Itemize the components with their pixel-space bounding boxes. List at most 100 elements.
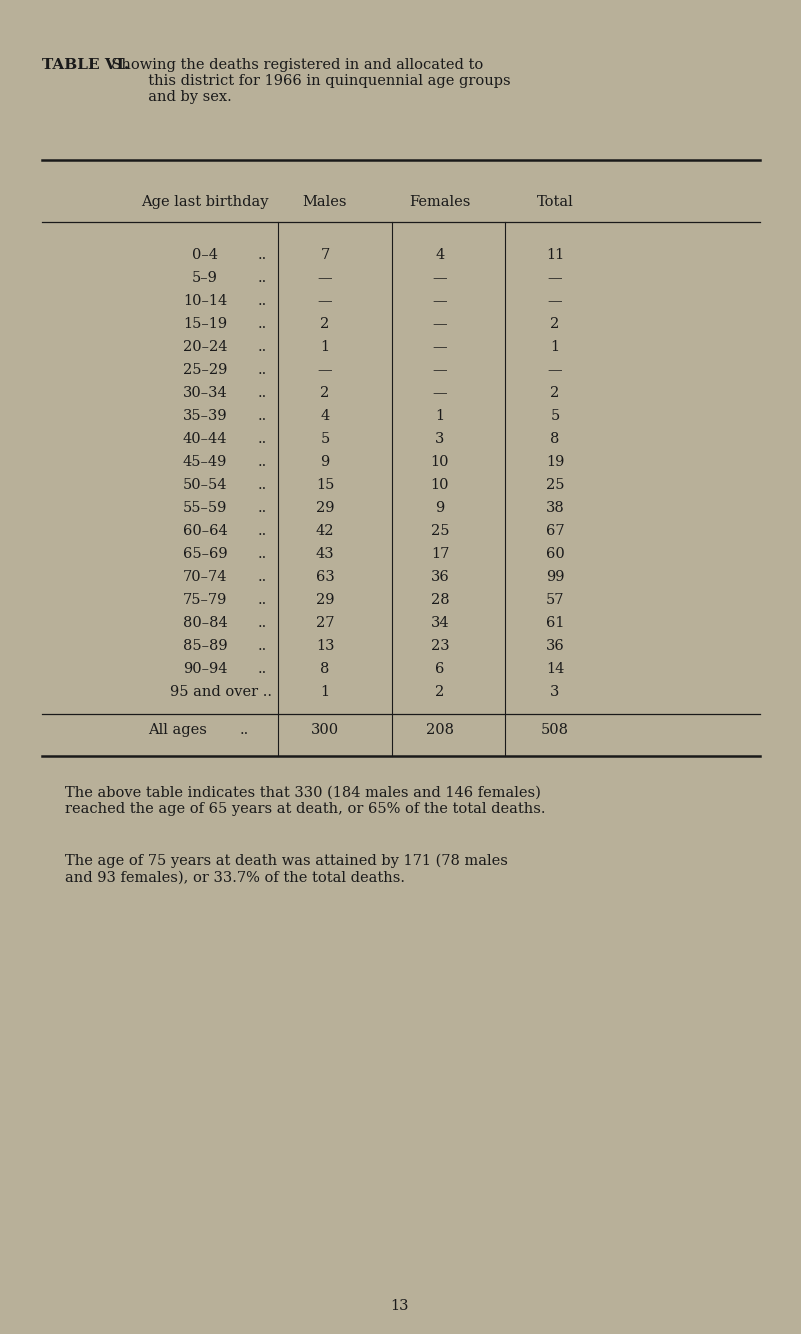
Text: 29: 29 xyxy=(316,594,334,607)
Text: Showing the deaths registered in and allocated to
          this district for 19: Showing the deaths registered in and all… xyxy=(102,57,510,104)
Text: —: — xyxy=(318,271,332,285)
Text: ..: .. xyxy=(258,248,268,261)
Text: 75–79: 75–79 xyxy=(183,594,227,607)
Text: 25–29: 25–29 xyxy=(183,363,227,378)
Text: ..: .. xyxy=(258,662,268,676)
Text: 95 and over ..: 95 and over .. xyxy=(170,684,272,699)
Text: 30–34: 30–34 xyxy=(183,386,227,400)
Text: Males: Males xyxy=(303,195,348,209)
Text: 34: 34 xyxy=(431,616,449,630)
Text: 3: 3 xyxy=(550,684,560,699)
Text: ..: .. xyxy=(258,502,268,515)
Text: 8: 8 xyxy=(320,662,330,676)
Text: 1: 1 xyxy=(436,410,445,423)
Text: 7: 7 xyxy=(320,248,330,261)
Text: 10: 10 xyxy=(431,455,449,470)
Text: 38: 38 xyxy=(545,502,565,515)
Text: 25: 25 xyxy=(545,478,564,492)
Text: 508: 508 xyxy=(541,723,569,736)
Text: 2: 2 xyxy=(550,386,560,400)
Text: 29: 29 xyxy=(316,502,334,515)
Text: ..: .. xyxy=(258,363,268,378)
Text: TABLE VI.: TABLE VI. xyxy=(42,57,129,72)
Text: 67: 67 xyxy=(545,524,565,538)
Text: 1: 1 xyxy=(320,340,329,354)
Text: 13: 13 xyxy=(316,639,334,654)
Text: 35–39: 35–39 xyxy=(183,410,227,423)
Text: 15: 15 xyxy=(316,478,334,492)
Text: 17: 17 xyxy=(431,547,449,562)
Text: 11: 11 xyxy=(545,248,564,261)
Text: 65–69: 65–69 xyxy=(183,547,227,562)
Text: 50–54: 50–54 xyxy=(183,478,227,492)
Text: ..: .. xyxy=(258,271,268,285)
Text: 57: 57 xyxy=(545,594,564,607)
Text: 85–89: 85–89 xyxy=(183,639,227,654)
Text: —: — xyxy=(318,363,332,378)
Text: 5: 5 xyxy=(320,432,330,446)
Text: 42: 42 xyxy=(316,524,334,538)
Text: ..: .. xyxy=(258,478,268,492)
Text: —: — xyxy=(548,363,562,378)
Text: 14: 14 xyxy=(545,662,564,676)
Text: 13: 13 xyxy=(391,1299,409,1313)
Text: 60–64: 60–64 xyxy=(183,524,227,538)
Text: —: — xyxy=(318,293,332,308)
Text: —: — xyxy=(548,271,562,285)
Text: 6: 6 xyxy=(435,662,445,676)
Text: 70–74: 70–74 xyxy=(183,570,227,584)
Text: All ages: All ages xyxy=(148,723,207,736)
Text: 61: 61 xyxy=(545,616,564,630)
Text: 10–14: 10–14 xyxy=(183,293,227,308)
Text: —: — xyxy=(548,293,562,308)
Text: 2: 2 xyxy=(320,386,330,400)
Text: —: — xyxy=(433,386,447,400)
Text: —: — xyxy=(433,271,447,285)
Text: 2: 2 xyxy=(550,317,560,331)
Text: 9: 9 xyxy=(436,502,445,515)
Text: 2: 2 xyxy=(320,317,330,331)
Text: 15–19: 15–19 xyxy=(183,317,227,331)
Text: 63: 63 xyxy=(316,570,334,584)
Text: The age of 75 years at death was attained by 171 (78 males
and 93 females), or 3: The age of 75 years at death was attaine… xyxy=(65,854,508,884)
Text: —: — xyxy=(433,317,447,331)
Text: 3: 3 xyxy=(435,432,445,446)
Text: ..: .. xyxy=(258,340,268,354)
Text: ..: .. xyxy=(258,639,268,654)
Text: 9: 9 xyxy=(320,455,330,470)
Text: Females: Females xyxy=(409,195,471,209)
Text: —: — xyxy=(433,363,447,378)
Text: ..: .. xyxy=(258,410,268,423)
Text: ..: .. xyxy=(240,723,249,736)
Text: Age last birthday: Age last birthday xyxy=(141,195,269,209)
Text: 90–94: 90–94 xyxy=(183,662,227,676)
Text: 8: 8 xyxy=(550,432,560,446)
Text: 45–49: 45–49 xyxy=(183,455,227,470)
Text: 300: 300 xyxy=(311,723,339,736)
Text: 43: 43 xyxy=(316,547,334,562)
Text: ..: .. xyxy=(258,524,268,538)
Text: 55–59: 55–59 xyxy=(183,502,227,515)
Text: ..: .. xyxy=(258,616,268,630)
Text: 28: 28 xyxy=(431,594,449,607)
Text: 1: 1 xyxy=(550,340,560,354)
Text: 80–84: 80–84 xyxy=(183,616,227,630)
Text: 208: 208 xyxy=(426,723,454,736)
Text: —: — xyxy=(433,340,447,354)
Text: 10: 10 xyxy=(431,478,449,492)
Text: —: — xyxy=(433,293,447,308)
Text: 20–24: 20–24 xyxy=(183,340,227,354)
Text: 2: 2 xyxy=(436,684,445,699)
Text: ..: .. xyxy=(258,386,268,400)
Text: ..: .. xyxy=(258,547,268,562)
Text: The above table indicates that 330 (184 males and 146 females)
reached the age o: The above table indicates that 330 (184 … xyxy=(65,786,545,816)
Text: ..: .. xyxy=(258,570,268,584)
Text: ..: .. xyxy=(258,432,268,446)
Text: 36: 36 xyxy=(545,639,565,654)
Text: 40–44: 40–44 xyxy=(183,432,227,446)
Text: 60: 60 xyxy=(545,547,565,562)
Text: 19: 19 xyxy=(545,455,564,470)
Text: 23: 23 xyxy=(431,639,449,654)
Text: 5: 5 xyxy=(550,410,560,423)
Text: 4: 4 xyxy=(436,248,445,261)
